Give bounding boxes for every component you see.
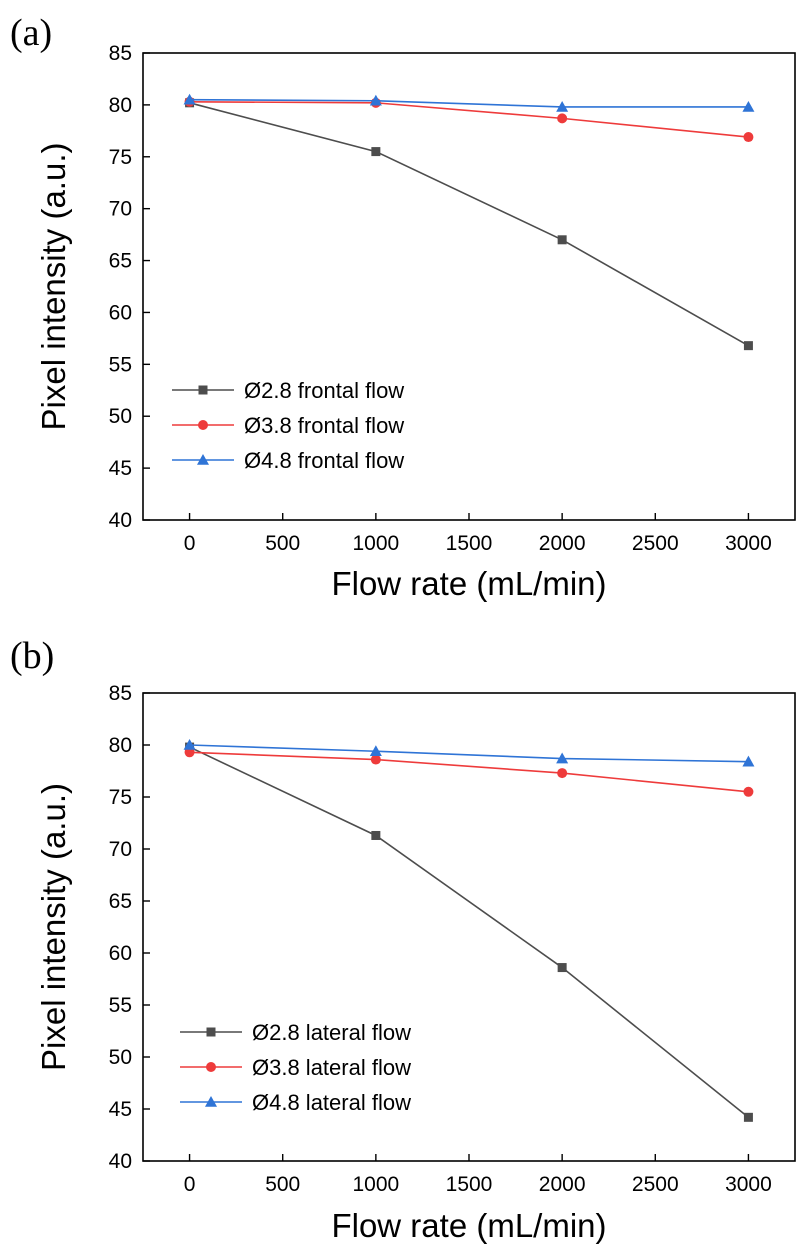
x-tick-label: 0 xyxy=(184,1173,196,1196)
series-line xyxy=(189,751,749,793)
x-tick-label: 2500 xyxy=(632,532,679,555)
data-point xyxy=(742,100,755,112)
x-tick-label: 1500 xyxy=(446,532,493,555)
data-point xyxy=(556,100,569,112)
x-axis-title: Flow rate (mL/min) xyxy=(331,1207,606,1244)
x-tick-label: 2500 xyxy=(632,1173,679,1196)
data-point xyxy=(557,768,568,779)
data-point xyxy=(743,341,753,351)
legend-item: Ø2.8 lateral flow xyxy=(180,1020,411,1045)
x-axis-title: Flow rate (mL/min) xyxy=(331,565,606,602)
y-tick-label: 45 xyxy=(109,457,132,480)
chart-panel-b: (b) 0 500 1000 1500 2000 2500 3000 40 45 50 55 60 65 7… xyxy=(10,635,796,1244)
legend-marker xyxy=(205,1096,217,1107)
x-tick-label: 500 xyxy=(265,1173,300,1196)
series-line xyxy=(189,98,749,108)
legend-label: Ø4.8 lateral flow xyxy=(252,1090,411,1115)
legend-marker xyxy=(206,1062,216,1072)
y-tick-label: 85 xyxy=(109,682,132,705)
y-tick-label: 65 xyxy=(109,250,132,273)
legend-item: Ø4.8 frontal flow xyxy=(172,448,404,473)
legend-label: Ø3.8 frontal flow xyxy=(244,413,404,438)
y-tick-label: 60 xyxy=(109,301,132,324)
legend-marker xyxy=(206,1027,216,1037)
data-point xyxy=(742,755,755,767)
plot-frame xyxy=(142,692,796,1162)
y-tick-label: 80 xyxy=(109,734,132,757)
x-tick-label: 2000 xyxy=(539,532,586,555)
data-point xyxy=(556,752,569,764)
data-point xyxy=(743,786,754,797)
x-tick-label: 2000 xyxy=(539,1173,586,1196)
y-tick-label: 70 xyxy=(109,838,132,861)
data-point xyxy=(557,113,568,124)
series-line xyxy=(189,100,749,138)
series-line xyxy=(189,744,749,763)
x-tick-label: 1000 xyxy=(352,1173,399,1196)
legend-item: Ø3.8 lateral flow xyxy=(180,1055,411,1080)
data-point xyxy=(369,745,382,757)
x-tick-label: 500 xyxy=(265,532,300,555)
legend-label: Ø2.8 lateral flow xyxy=(252,1020,411,1045)
series-1 xyxy=(185,98,753,351)
legend: Ø2.8 lateral flow Ø3.8 lateral flow Ø4.8 l… xyxy=(180,1020,411,1115)
y-tick-label: 65 xyxy=(109,890,132,913)
data-point xyxy=(557,235,567,245)
panel-label: (b) xyxy=(10,635,54,677)
data-point xyxy=(369,94,382,106)
y-tick-label: 50 xyxy=(109,1046,132,1069)
legend: Ø2.8 frontal flow Ø3.8 frontal flow Ø4.8 f… xyxy=(172,378,404,473)
series-line xyxy=(189,102,749,347)
y-tick-label: 55 xyxy=(109,353,132,376)
x-tick-label: 1500 xyxy=(446,1173,493,1196)
data-point xyxy=(557,963,567,973)
y-tick-label: 70 xyxy=(109,198,132,221)
x-tick-label: 3000 xyxy=(725,1173,772,1196)
y-tick-label: 80 xyxy=(109,94,132,117)
y-tick-label: 85 xyxy=(109,42,132,65)
y-axis-title: Pixel intensity (a.u.) xyxy=(35,783,72,1071)
data-point xyxy=(371,830,381,840)
data-point xyxy=(743,132,754,143)
y-tick-label: 50 xyxy=(109,405,132,428)
series-2 xyxy=(184,747,754,797)
y-tick-label: 75 xyxy=(109,786,132,809)
legend-label: Ø3.8 lateral flow xyxy=(252,1055,411,1080)
series-3 xyxy=(183,739,755,767)
data-point xyxy=(743,1112,753,1122)
chart-panel-a: (a) 0 500 1000 1500 2000 2500 3000 40 45 50 55 60 65 7… xyxy=(10,12,796,602)
legend-item: Ø3.8 frontal flow xyxy=(172,413,404,438)
y-axis-title: Pixel intensity (a.u.) xyxy=(35,143,72,431)
legend-label: Ø4.8 frontal flow xyxy=(244,448,404,473)
series-line xyxy=(189,746,749,1118)
y-tick-label: 55 xyxy=(109,994,132,1017)
y-tick-label: 75 xyxy=(109,146,132,169)
x-tick-label: 1000 xyxy=(352,532,399,555)
data-point xyxy=(370,754,381,765)
legend-marker xyxy=(198,420,208,430)
data-point xyxy=(371,147,381,157)
legend-item: Ø4.8 lateral flow xyxy=(180,1090,411,1115)
y-tick-label: 45 xyxy=(109,1098,132,1121)
series-3 xyxy=(183,93,755,112)
y-tick-label: 60 xyxy=(109,942,132,965)
data-point xyxy=(183,739,196,750)
y-tick-label: 40 xyxy=(109,509,132,532)
legend-label: Ø2.8 frontal flow xyxy=(244,378,404,403)
x-tick-label: 0 xyxy=(184,532,196,555)
data-point xyxy=(183,93,196,105)
legend-marker xyxy=(198,385,208,395)
plot-frame xyxy=(142,52,796,521)
y-tick-label: 40 xyxy=(109,1150,132,1173)
x-tick-label: 3000 xyxy=(725,532,772,555)
legend-marker xyxy=(197,454,209,465)
legend-item: Ø2.8 frontal flow xyxy=(172,378,404,403)
panel-label: (a) xyxy=(10,12,52,54)
